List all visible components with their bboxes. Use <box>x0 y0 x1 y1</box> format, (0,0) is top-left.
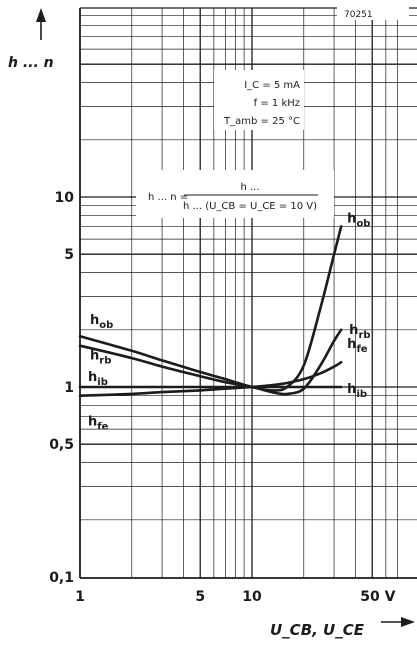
series-label: hfe <box>88 415 109 433</box>
series-label: hib <box>347 382 367 400</box>
condition-label: I_C = 5 mA <box>244 80 300 91</box>
y-tick-label: 5 <box>64 247 74 263</box>
series-label: hob <box>90 313 113 331</box>
x-axis-label: U_CB, U_CE <box>270 621 365 639</box>
formula-numerator: h ... <box>240 182 259 193</box>
y-tick-label: 0,1 <box>49 570 74 586</box>
series-lines <box>78 225 343 397</box>
formula-lhs: h ... n = <box>148 192 188 203</box>
series-line-h_rb <box>78 328 343 396</box>
conditions: I_C = 5 mA f = 1 kHz T_amb = 25 °C <box>223 80 300 127</box>
conditions-box <box>214 70 304 130</box>
y-axis-arrow-icon <box>36 8 46 40</box>
series-label: hfe <box>347 337 368 355</box>
series-label: hrb <box>90 349 111 367</box>
y-tick-label: 1 <box>64 380 74 396</box>
y-tick-label: 10 <box>55 190 75 206</box>
x-axis-arrow-icon <box>381 617 415 627</box>
y-tick-label: 0,5 <box>49 437 74 453</box>
x-tick-label: 1 <box>75 589 85 605</box>
x-tick-label: 10 <box>242 589 262 605</box>
y-axis-label: h ... n <box>8 55 54 71</box>
x-tick-label: 50 V <box>360 589 395 605</box>
formula-denominator: h ... (U_CB = U_CE = 10 V) <box>183 201 317 212</box>
series-label: hob <box>347 211 370 229</box>
formula-box <box>136 170 334 218</box>
condition-label: f = 1 kHz <box>254 98 300 109</box>
series-label: hrb <box>349 323 370 341</box>
figure-code: 70251 <box>344 10 373 20</box>
figure-code-box <box>337 6 409 20</box>
series-label: hib <box>88 370 108 388</box>
x-tick-label: 5 <box>195 589 205 605</box>
condition-label: T_amb = 25 °C <box>223 116 300 127</box>
